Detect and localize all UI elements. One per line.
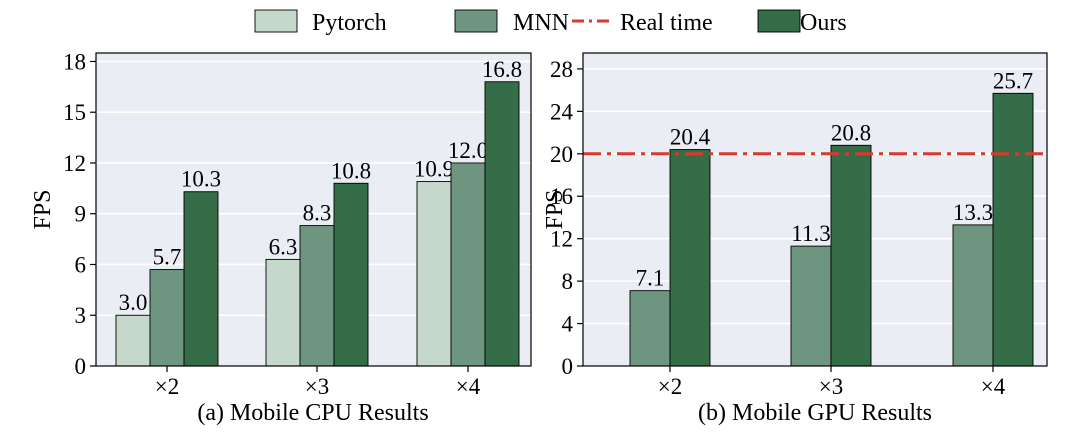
y-tick-label: 6	[75, 252, 87, 277]
bars: 7.1 11.3 13.3 20.4 20.8 25.7	[629, 68, 1034, 367]
y-tick-label: 18	[63, 49, 86, 74]
bars: 3.0 6.3 10.9 5.7 8.3 12.0 10.3 10.8 16.8	[115, 57, 522, 367]
y-tick-label: 15	[63, 100, 86, 125]
chart-title: (b) Mobile GPU Results	[698, 400, 932, 426]
bar-mnn	[299, 225, 335, 367]
bar-pytorch	[416, 181, 452, 367]
legend-label-real-time: Real time	[620, 10, 713, 36]
y-tick-label: 16	[550, 184, 573, 209]
bar-ours	[669, 149, 711, 367]
y-tick-label: 0	[562, 354, 574, 379]
bar-mnn	[790, 245, 832, 367]
legend-swatch-ours	[757, 9, 801, 33]
bar-ours	[183, 191, 219, 367]
x-tick-label: ×3	[305, 374, 329, 399]
bar-ours	[484, 81, 520, 367]
data-label-ours: 10.8	[331, 158, 371, 183]
bar-mnn	[952, 224, 994, 367]
data-label-ours: 20.8	[831, 120, 871, 145]
bar-pytorch	[265, 258, 301, 367]
data-label-ours: 10.3	[181, 167, 221, 192]
legend-label-mnn: MNN	[513, 10, 569, 36]
x-tick-label: ×4	[456, 374, 481, 399]
axes-frame	[95, 52, 532, 367]
y-tick-label: 28	[550, 57, 573, 82]
bar-mnn	[629, 290, 671, 367]
data-label-mnn: 7.1	[636, 266, 665, 291]
data-label-pytorch: 10.9	[414, 157, 454, 182]
y-tick-label: 24	[550, 99, 574, 124]
y-tick-label: 0	[75, 354, 87, 379]
y-tick-label: 12	[550, 227, 573, 252]
legend-label-ours: Ours	[800, 10, 847, 36]
x-tick-label: ×4	[981, 374, 1006, 399]
y-tick-label: 9	[75, 202, 87, 227]
legend-label-pytorch: Pytorch	[312, 10, 387, 36]
bar-ours	[830, 144, 872, 367]
y-tick-label: 12	[63, 151, 86, 176]
x-tick-label: ×2	[155, 374, 179, 399]
axes-frame	[582, 52, 1048, 367]
legend-swatch-mnn	[454, 9, 498, 33]
cpu-results-panel: 3.0 6.3 10.9 5.7 8.3 12.0 10.3 10.8 16.8 0 3 6 9 12 1…	[30, 49, 532, 426]
data-label-mnn: 12.0	[448, 138, 488, 163]
bar-ours	[992, 92, 1034, 367]
data-label-mnn: 5.7	[153, 245, 182, 270]
y-tick-label: 4	[562, 312, 574, 337]
bar-mnn	[149, 269, 185, 367]
legend: Pytorch MNN Real time Ours	[254, 9, 847, 36]
bar-pytorch	[115, 314, 151, 367]
y-tick-label: 8	[562, 269, 574, 294]
data-label-ours: 16.8	[482, 57, 522, 82]
y-tick-label: 20	[550, 142, 573, 167]
data-label-mnn: 8.3	[303, 201, 332, 226]
y-tick-label: 3	[75, 303, 87, 328]
gpu-results-panel: 7.1 11.3 13.3 20.4 20.8 25.7 0 4 8 12 16 20 24 28 ×2 ×…	[542, 52, 1048, 426]
data-label-mnn: 11.3	[791, 221, 830, 246]
data-label-pytorch: 6.3	[269, 234, 298, 259]
y-axis-label: FPS	[30, 189, 56, 229]
bar-mnn	[450, 162, 486, 367]
axes: 0 3 6 9 12 15 18 ×2 ×3 ×4	[63, 49, 532, 399]
x-tick-label: ×3	[819, 374, 843, 399]
x-tick-label: ×2	[658, 374, 682, 399]
data-label-ours: 20.4	[670, 125, 711, 150]
axes: 0 4 8 12 16 20 24 28 ×2 ×3 ×4	[550, 52, 1048, 399]
bar-ours	[333, 182, 369, 367]
data-label-pytorch: 3.0	[119, 290, 148, 315]
legend-swatch-pytorch	[254, 9, 298, 33]
data-label-mnn: 13.3	[953, 200, 993, 225]
chart-title: (a) Mobile CPU Results	[197, 400, 428, 426]
data-label-ours: 25.7	[993, 68, 1033, 93]
y-axis-label: FPS	[542, 189, 568, 229]
